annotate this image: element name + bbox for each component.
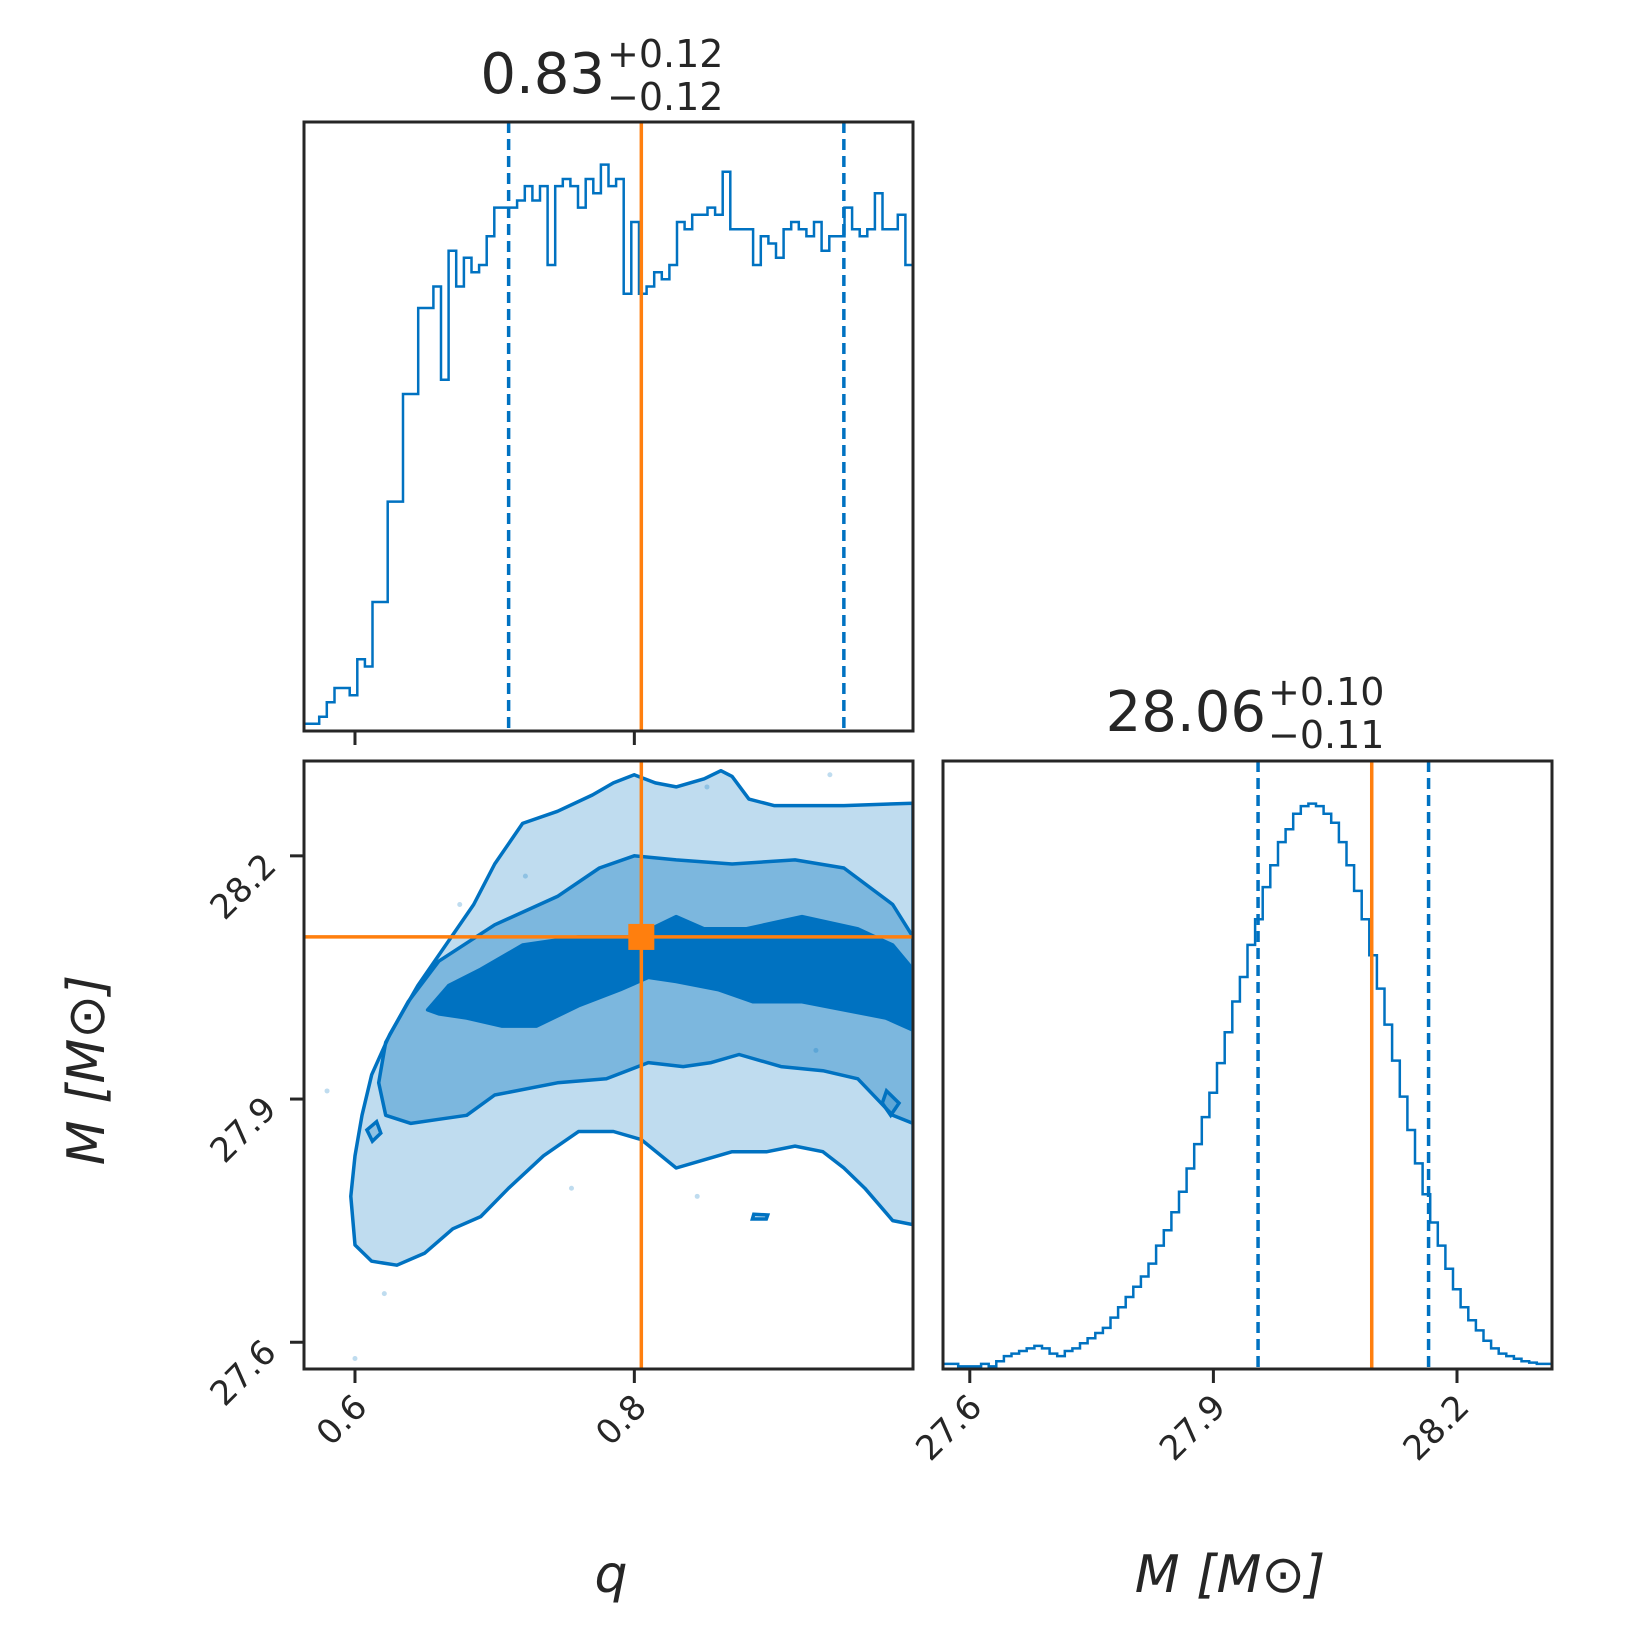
q-marginal-title: 0.83 bbox=[480, 42, 605, 107]
m-xtick-label: 28.2 bbox=[1396, 1387, 1478, 1469]
q-marginal-title-minus: −0.12 bbox=[607, 75, 723, 119]
x-axis-label-m: M [M⊙] bbox=[1135, 1545, 1325, 1605]
m-marginal-title: 28.06 bbox=[1106, 680, 1266, 745]
scatter-point bbox=[813, 1047, 819, 1053]
m-marginal-panel: 27.6 27.9 28.2 bbox=[908, 759, 1554, 1469]
joint-frame bbox=[302, 759, 915, 1371]
contour-island bbox=[750, 1212, 771, 1221]
q-marginal-frame bbox=[302, 120, 915, 733]
y-axis-label-m: M [M⊙] bbox=[57, 975, 117, 1165]
joint-xtick-label: 0.8 bbox=[588, 1387, 655, 1454]
scatter-point bbox=[522, 873, 528, 879]
joint-xtick-label: 0.6 bbox=[309, 1387, 376, 1454]
joint-ytick-label: 28.2 bbox=[203, 846, 285, 928]
scatter-point bbox=[827, 772, 833, 778]
x-axis-label-q: q bbox=[594, 1545, 627, 1605]
scatter-point bbox=[704, 784, 710, 790]
q-histogram bbox=[302, 163, 913, 731]
scatter-point bbox=[568, 1185, 574, 1191]
joint-ytick-label: 27.9 bbox=[203, 1089, 285, 1171]
contour-island bbox=[880, 1087, 902, 1119]
joint-panel: 0.6 0.8 27.6 27.9 28.2 bbox=[203, 759, 915, 1454]
joint-plot-area bbox=[304, 761, 913, 1369]
m-marginal-frame bbox=[941, 759, 1554, 1371]
scatter-point bbox=[457, 901, 463, 907]
m-xtick-label: 27.9 bbox=[1152, 1387, 1234, 1469]
m-marginal-title-plus: +0.10 bbox=[1268, 670, 1384, 714]
scatter-point bbox=[352, 1355, 358, 1361]
contour-outer bbox=[349, 768, 913, 1267]
q-marginal-title-plus: +0.12 bbox=[607, 32, 723, 76]
m-xtick-label: 27.6 bbox=[908, 1387, 990, 1469]
scatter-point bbox=[694, 1193, 700, 1199]
contour-island bbox=[364, 1118, 383, 1145]
scatter-point bbox=[381, 1291, 387, 1297]
m-marginal-title-minus: −0.11 bbox=[1268, 713, 1384, 757]
m-histogram bbox=[941, 802, 1552, 1369]
joint-ytick-label: 27.6 bbox=[203, 1332, 285, 1414]
scatter-point bbox=[324, 1088, 330, 1094]
q-marginal-panel bbox=[302, 120, 915, 745]
truth-marker bbox=[628, 923, 655, 950]
